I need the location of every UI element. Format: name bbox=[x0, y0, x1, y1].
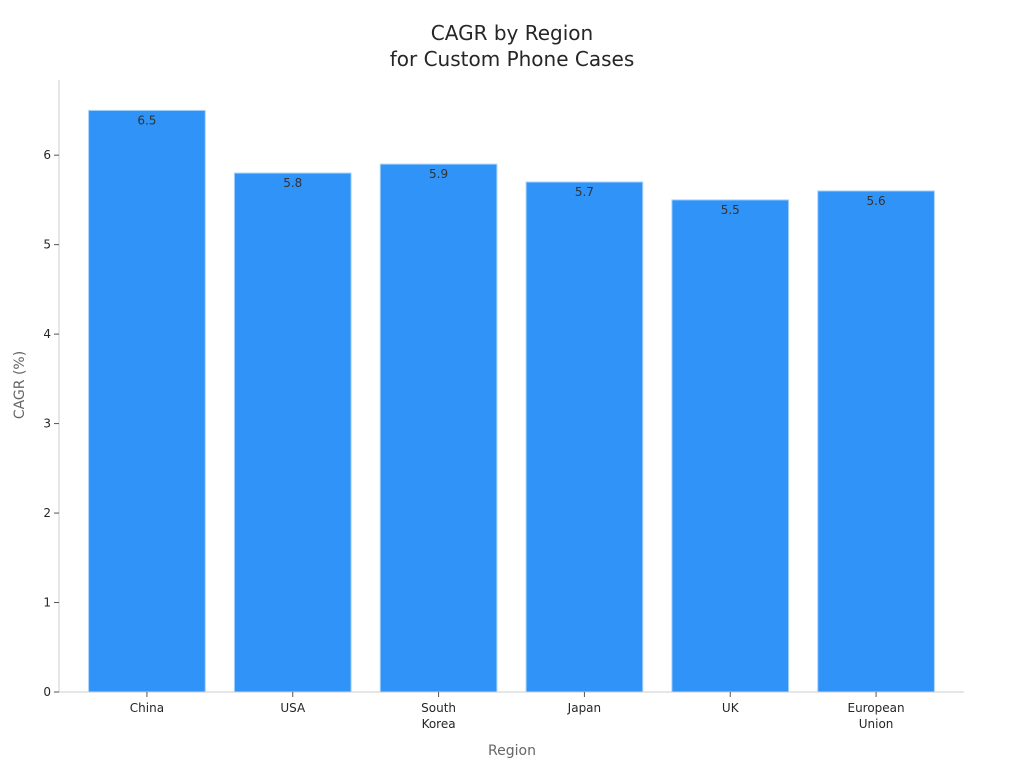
bar bbox=[525, 181, 644, 693]
x-tick-label: South bbox=[421, 701, 456, 715]
x-tick-label: European bbox=[847, 701, 904, 715]
bar bbox=[671, 199, 790, 693]
bar bbox=[88, 109, 206, 693]
x-axis-title: Region bbox=[488, 743, 536, 759]
y-axis: 0 1 2 3 4 5 6 bbox=[43, 80, 60, 699]
bars-group bbox=[88, 109, 935, 693]
bar bbox=[379, 163, 498, 693]
bar bbox=[817, 190, 935, 693]
x-tick-label: UK bbox=[722, 701, 740, 715]
chart-title-line-1: CAGR by Region bbox=[431, 21, 593, 45]
x-tick-label: China bbox=[130, 701, 164, 715]
chart-title-line-2: for Custom Phone Cases bbox=[390, 47, 635, 71]
y-tick-label: 0 bbox=[43, 685, 51, 699]
y-tick-label: 5 bbox=[43, 238, 51, 252]
y-axis-title: CAGR (%) bbox=[12, 351, 28, 419]
value-label: 5.9 bbox=[429, 167, 448, 181]
value-labels-group: 6.5 5.8 5.9 5.7 5.5 5.6 bbox=[137, 113, 885, 216]
x-axis: China USA South Korea Japan UK European Union bbox=[59, 691, 964, 731]
y-tick-label: 6 bbox=[43, 148, 51, 162]
value-label: 5.8 bbox=[283, 176, 302, 190]
y-tick-label: 2 bbox=[43, 506, 51, 520]
value-label: 6.5 bbox=[137, 113, 156, 127]
x-tick-label: USA bbox=[280, 701, 306, 715]
y-tick-label: 1 bbox=[43, 596, 51, 610]
value-label: 5.7 bbox=[575, 185, 594, 199]
y-tick-label: 3 bbox=[43, 417, 51, 431]
value-label: 5.5 bbox=[721, 203, 740, 217]
x-tick-label: Japan bbox=[567, 701, 601, 715]
x-tick-label: Union bbox=[859, 717, 894, 731]
x-tick-label: Korea bbox=[422, 717, 456, 731]
y-tick-label: 4 bbox=[43, 327, 51, 341]
bar bbox=[233, 172, 352, 693]
value-label: 5.6 bbox=[867, 194, 886, 208]
